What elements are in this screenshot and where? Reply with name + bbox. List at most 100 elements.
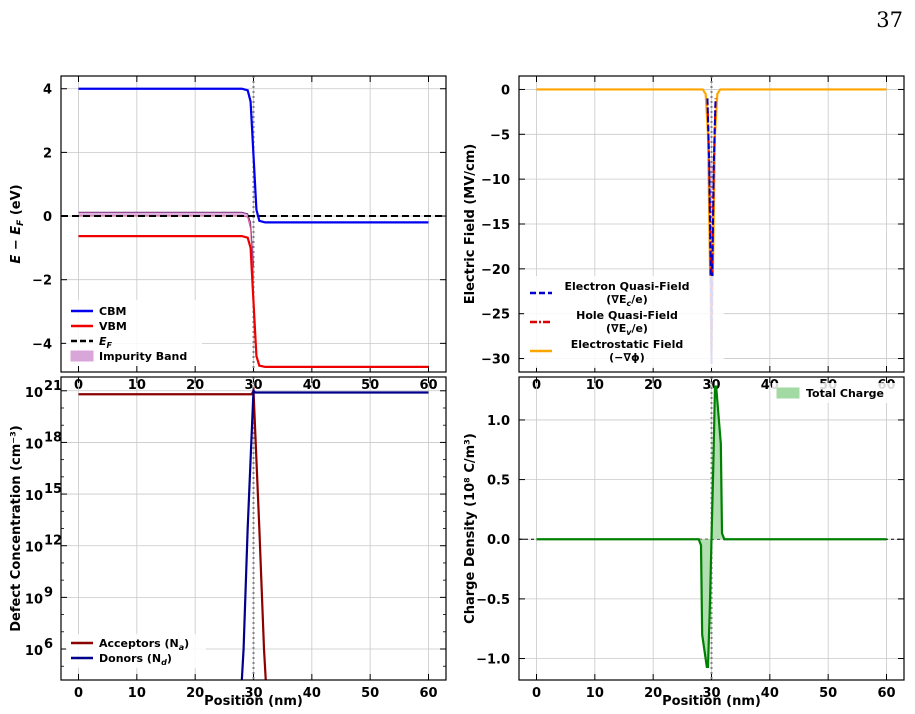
legend-part: (∇E bbox=[606, 293, 626, 306]
legend-box bbox=[772, 383, 898, 403]
defects-ytick-exponent: 6 bbox=[44, 637, 53, 652]
legend-part: ) bbox=[167, 652, 172, 665]
legend-label-sub: F bbox=[107, 341, 113, 350]
defects-xtick-label: 50 bbox=[361, 686, 379, 701]
band-plot-area bbox=[61, 87, 446, 369]
charge-ytick-label: 0.5 bbox=[487, 474, 510, 489]
defects-ytick-label: 10 bbox=[25, 437, 43, 452]
field-ytick-label: −10 bbox=[481, 173, 510, 188]
impurity-band-edge bbox=[78, 211, 254, 268]
legend-label-line2: (−∇ϕ) bbox=[609, 351, 645, 364]
defects-xtick-label: 40 bbox=[303, 686, 321, 701]
field-ytick-label: 0 bbox=[501, 83, 510, 98]
impurity-band-lower-edge bbox=[78, 215, 254, 280]
legend-part: v bbox=[626, 328, 632, 337]
charge-xtick-label: 30 bbox=[702, 686, 720, 701]
legend-label-line2: (∇Ev/e) bbox=[606, 322, 648, 337]
defects-y-axis-label: Defect Concentration (cm⁻³) bbox=[9, 425, 24, 632]
defects-ytick-label: 10 bbox=[25, 489, 43, 504]
charge-x-axis-label: Position (nm) bbox=[662, 694, 761, 709]
hole-quasi-field-line bbox=[706, 98, 717, 357]
legend-box bbox=[524, 276, 724, 368]
defects-xtick-label: 60 bbox=[419, 686, 437, 701]
legend-label: EF bbox=[99, 335, 113, 350]
defects-legend: Acceptors (Na)Donors (Nd) bbox=[66, 634, 206, 668]
defects-xtick-label: 20 bbox=[186, 686, 204, 701]
defects-x-axis-label: Position (nm) bbox=[204, 694, 303, 709]
charge-xtick-label: 10 bbox=[586, 686, 604, 701]
total-charge-line bbox=[536, 385, 887, 668]
legend-part: a bbox=[179, 643, 184, 652]
legend-part: Donors (N bbox=[99, 652, 161, 665]
acceptors-line bbox=[78, 386, 267, 680]
field-y-axis-label: Electric Field (MV/cm) bbox=[463, 144, 478, 305]
legend-box bbox=[66, 634, 206, 668]
band-ytick-label: 4 bbox=[43, 83, 52, 98]
charge-y-axis-label: Charge Density (10⁸ C/m³) bbox=[463, 433, 478, 624]
field-legend: Electron Quasi-Field(∇Ec/e)Hole Quasi-Fi… bbox=[524, 276, 724, 368]
legend-label: Donors (Nd) bbox=[99, 652, 172, 667]
charge-xtick-label: 50 bbox=[819, 686, 837, 701]
defects-ytick-exponent: 18 bbox=[44, 430, 62, 445]
defects-xtick-label: 30 bbox=[244, 686, 262, 701]
charge-ytick-label: 0.0 bbox=[487, 533, 510, 548]
defects-xtick-label: 0 bbox=[74, 686, 83, 701]
defects-axes-frame bbox=[60, 376, 447, 681]
legend-label: VBM bbox=[99, 320, 127, 333]
defects-ytick-exponent: 21 bbox=[44, 379, 62, 394]
label-part: E bbox=[9, 255, 24, 264]
band-y-axis-label: E − EF (eV) bbox=[9, 184, 26, 263]
legend-part: Acceptors (N bbox=[99, 637, 179, 650]
charge-xtick-label: 20 bbox=[644, 686, 662, 701]
label-part: − bbox=[9, 235, 24, 255]
charge-panel: 0 10 20 30 40 50 60 1.0 0.5 0.0 −0.5 −1.0 bbox=[476, 376, 905, 701]
legend-label: Acceptors (Na) bbox=[99, 637, 189, 652]
page-number: 37 bbox=[876, 8, 903, 32]
impurity-band-area bbox=[78, 212, 254, 280]
band-axes-frame bbox=[60, 75, 447, 373]
band-ytick-label: −4 bbox=[32, 337, 52, 352]
legend-part: d bbox=[161, 658, 167, 667]
field-axes-frame bbox=[518, 75, 905, 373]
charge-ytick-label: −1.0 bbox=[476, 653, 510, 668]
defects-ytick-label: 10 bbox=[25, 644, 43, 659]
charge-plot-area bbox=[519, 385, 904, 668]
cbm-line bbox=[78, 87, 429, 224]
legend-part: ) bbox=[184, 637, 189, 650]
legend-label: Impurity Band bbox=[99, 350, 187, 363]
donors-line bbox=[240, 388, 429, 680]
defects-ytick-label: 10 bbox=[25, 386, 43, 401]
legend-label: CBM bbox=[99, 305, 126, 318]
legend-part: (∇E bbox=[606, 322, 626, 335]
legend-label: Total Charge bbox=[806, 387, 884, 400]
field-ytick-label: −20 bbox=[481, 263, 510, 278]
field-ytick-label: −5 bbox=[490, 128, 510, 143]
charge-ytick-label: 1.0 bbox=[487, 414, 510, 429]
field-ytick-label: −15 bbox=[481, 218, 510, 233]
charge-xtick-label: 40 bbox=[761, 686, 779, 701]
charge-ytick-label: −0.5 bbox=[476, 593, 510, 608]
legend-label-main: E bbox=[99, 335, 107, 348]
vbm-line bbox=[78, 234, 429, 369]
label-part: E bbox=[9, 226, 24, 235]
label-part: (eV) bbox=[9, 184, 24, 219]
charge-xtick-label: 0 bbox=[532, 686, 541, 701]
legend-label: Electrostatic Field bbox=[571, 338, 684, 351]
defects-ytick-exponent: 15 bbox=[44, 482, 62, 497]
defects-ytick-exponent: 9 bbox=[44, 585, 53, 600]
defects-ytick-label: 10 bbox=[25, 592, 43, 607]
charge-legend: Total Charge bbox=[772, 383, 898, 403]
defects-plot-area bbox=[78, 386, 429, 680]
legend-label: Hole Quasi-Field bbox=[576, 309, 678, 322]
legend-label: Electron Quasi-Field bbox=[564, 280, 689, 293]
label-part: F bbox=[16, 219, 26, 226]
band-ytick-label: −2 bbox=[32, 274, 52, 289]
band-ytick-label: 0 bbox=[43, 210, 52, 225]
legend-part: /e) bbox=[631, 322, 648, 335]
charge-axes-frame bbox=[518, 376, 905, 681]
defects-xtick-label: 10 bbox=[128, 686, 146, 701]
legend-part: /e) bbox=[631, 293, 648, 306]
